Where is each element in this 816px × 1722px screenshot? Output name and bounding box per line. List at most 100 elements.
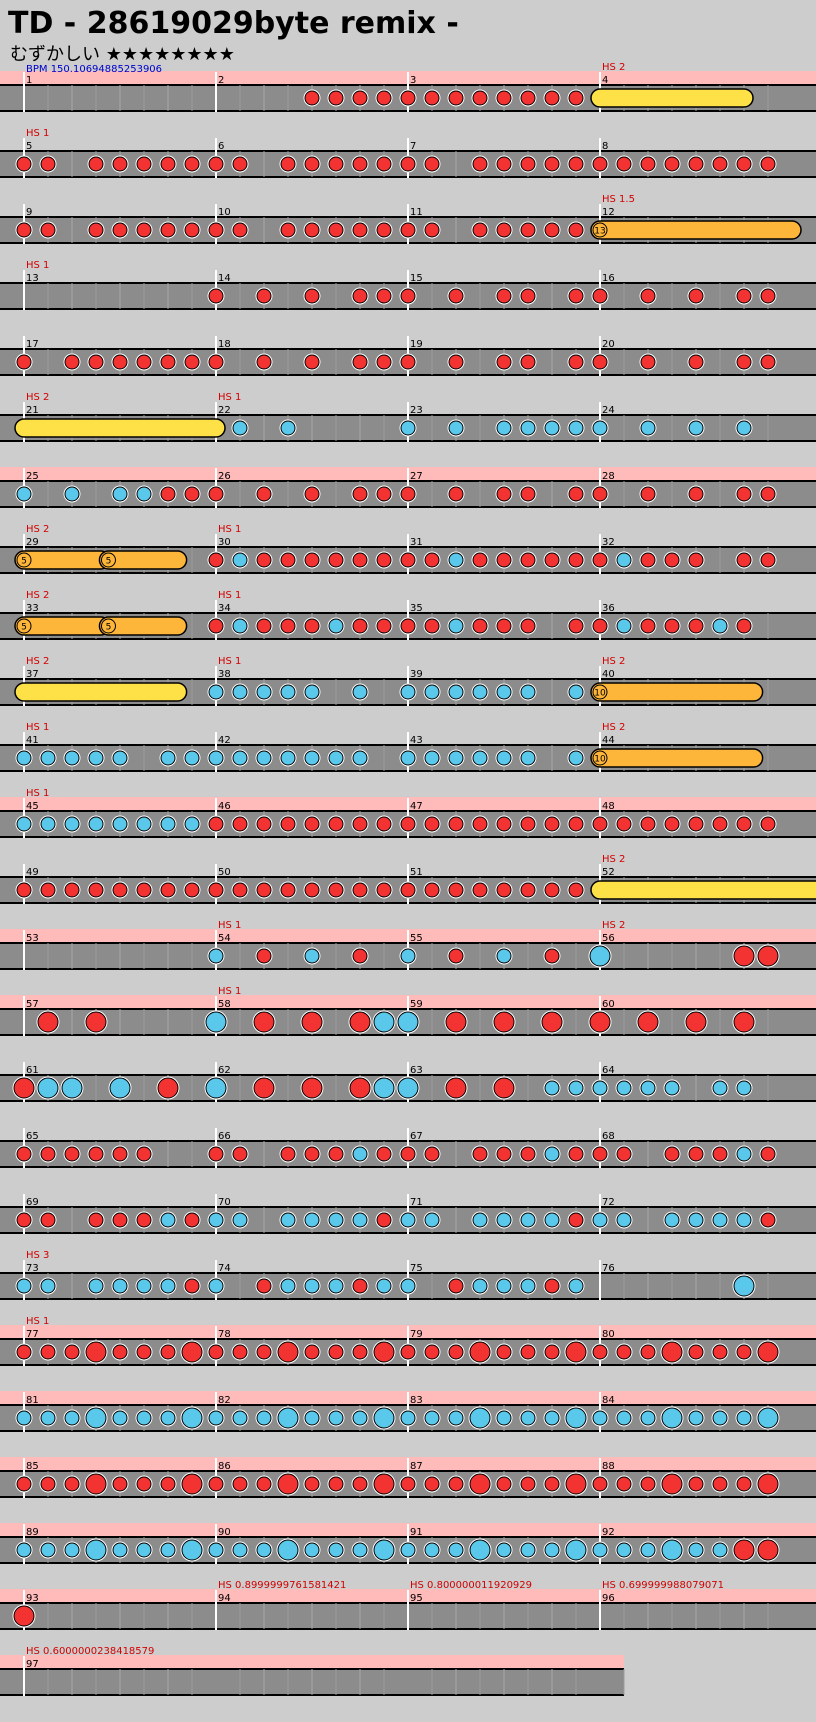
don-note (424, 1344, 440, 1360)
don-note (520, 90, 536, 106)
don-note (328, 90, 344, 106)
ka-note (136, 1410, 152, 1426)
don-note (136, 882, 152, 898)
don-note (568, 486, 584, 502)
measure-number: 89 (26, 1527, 39, 1538)
don-note (736, 618, 752, 634)
hs-marker: HS 0.699999988079071 (602, 1580, 724, 1591)
don-note (424, 1476, 440, 1492)
don-note (496, 354, 512, 370)
ka-note (64, 750, 80, 766)
ka-note (136, 816, 152, 832)
ka-note (424, 750, 440, 766)
ka-note (280, 420, 296, 436)
don-note (736, 1344, 752, 1360)
don-note (328, 1146, 344, 1162)
don-note (472, 882, 488, 898)
balloon-head (100, 552, 116, 568)
ka-note (640, 1542, 656, 1558)
don-note (64, 354, 80, 370)
ka-note (64, 816, 80, 832)
ka-note (256, 1410, 272, 1426)
measure-number: 76 (602, 1263, 615, 1274)
measure-number: 28 (602, 471, 615, 482)
don-note (760, 486, 776, 502)
ka-note (544, 1080, 560, 1096)
don-note (64, 1344, 80, 1360)
don-note (400, 222, 416, 238)
ka-note (16, 1278, 32, 1294)
ka-note (400, 1542, 416, 1558)
don-note (256, 948, 272, 964)
don-note (544, 882, 560, 898)
big-don-note (493, 1077, 515, 1099)
measure-number: 68 (602, 1131, 615, 1142)
hs-marker: HS 1 (218, 524, 241, 535)
don-note (424, 222, 440, 238)
ka-note (112, 816, 128, 832)
don-note (208, 1146, 224, 1162)
measure-number: 42 (218, 735, 231, 746)
big-don-note (757, 945, 779, 967)
ka-note (232, 1212, 248, 1228)
measure-number: 35 (410, 603, 423, 614)
difficulty-stars: ★★★★★★★★ (105, 44, 235, 65)
don-note (376, 816, 392, 832)
scroll-speed-band (0, 1655, 624, 1670)
big-don-note (661, 1473, 683, 1495)
measure-number: 40 (602, 669, 615, 680)
big-don-note (733, 1011, 755, 1033)
measure-number: 73 (26, 1263, 39, 1274)
measure-number: 78 (218, 1329, 231, 1340)
big-don-note (733, 1539, 755, 1561)
measure-number: 72 (602, 1197, 615, 1208)
big-ka-note (565, 1407, 587, 1429)
ka-note (400, 1278, 416, 1294)
don-note (352, 1278, 368, 1294)
ka-note (88, 1278, 104, 1294)
measure-number: 87 (410, 1461, 423, 1472)
measure-number: 46 (218, 801, 231, 812)
ka-note (472, 1212, 488, 1228)
don-note (184, 1212, 200, 1228)
don-note (208, 486, 224, 502)
don-note (184, 1278, 200, 1294)
don-note (520, 1344, 536, 1360)
don-note (592, 486, 608, 502)
don-note (136, 1212, 152, 1228)
measure-number: 65 (26, 1131, 39, 1142)
don-note (688, 618, 704, 634)
hs-marker: HS 2 (602, 722, 625, 733)
ka-note (184, 816, 200, 832)
don-note (328, 882, 344, 898)
measure-number: 47 (410, 801, 423, 812)
ka-note (616, 1212, 632, 1228)
don-note (640, 288, 656, 304)
don-note (496, 222, 512, 238)
ka-note (304, 1410, 320, 1426)
don-note (424, 816, 440, 832)
bpm-label: BPM 150.10694885253906 (26, 64, 162, 75)
don-note (688, 1476, 704, 1492)
ka-note (496, 1542, 512, 1558)
don-note (208, 1344, 224, 1360)
ka-note (592, 1080, 608, 1096)
don-note (520, 552, 536, 568)
don-note (88, 222, 104, 238)
don-note (184, 156, 200, 172)
don-note (712, 1146, 728, 1162)
big-ka-note (661, 1539, 683, 1561)
ka-note (328, 1542, 344, 1558)
ka-note (736, 1146, 752, 1162)
big-don-note (301, 1077, 323, 1099)
don-note (280, 156, 296, 172)
don-note (400, 1344, 416, 1360)
ka-note (640, 420, 656, 436)
big-ka-note (277, 1539, 299, 1561)
hs-marker: HS 1.5 (602, 194, 635, 205)
ka-note (712, 1080, 728, 1096)
ka-note (616, 1542, 632, 1558)
don-note (256, 882, 272, 898)
don-note (280, 222, 296, 238)
measure-number: 74 (218, 1263, 231, 1274)
